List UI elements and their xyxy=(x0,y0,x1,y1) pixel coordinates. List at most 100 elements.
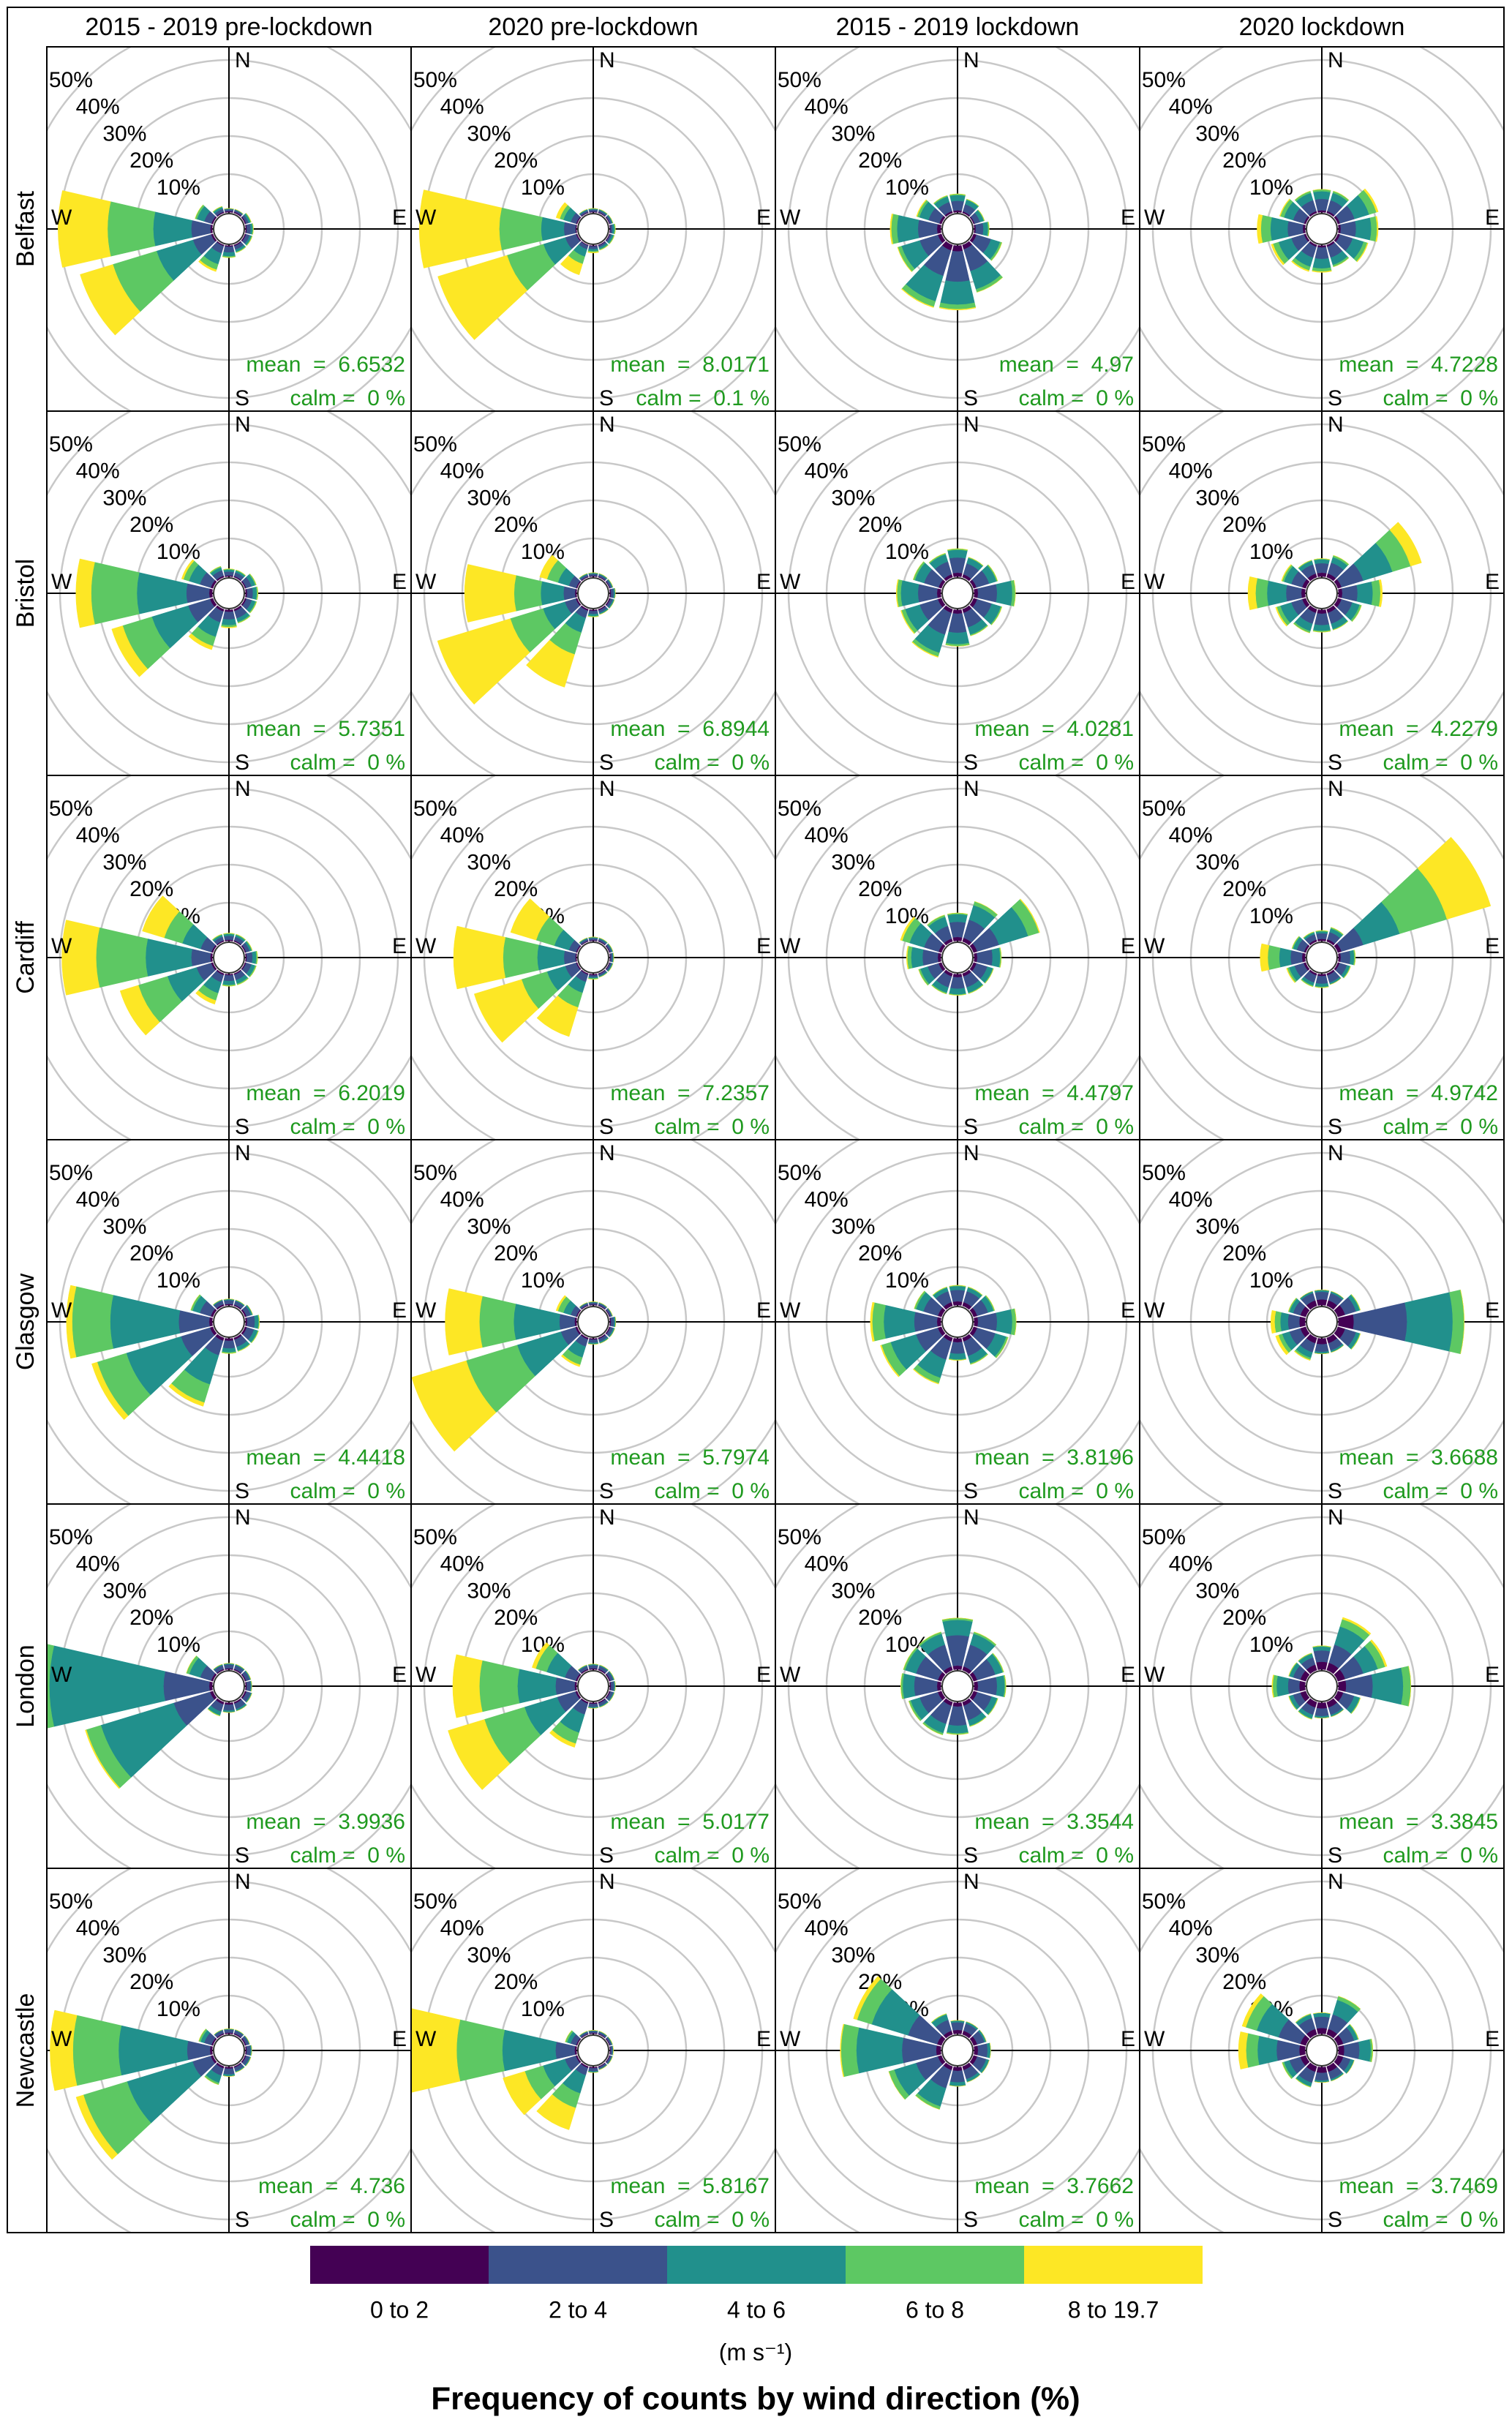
compass-label: N xyxy=(963,1505,979,1530)
wind-segment xyxy=(900,610,915,634)
compass-label: E xyxy=(756,206,771,230)
wind-segment xyxy=(952,1665,963,1670)
wind-segment xyxy=(949,2081,966,2087)
wind-segment xyxy=(168,1383,205,1407)
r-tick-label: 40% xyxy=(805,95,849,119)
wind-segment xyxy=(914,1312,938,1332)
wind-segment xyxy=(257,587,258,600)
calm-label: calm = 0 % xyxy=(654,1843,770,1868)
wind-segment xyxy=(1282,2062,1292,2079)
wind-segment xyxy=(975,222,984,236)
wind-segment xyxy=(555,202,568,219)
wind-segment xyxy=(1295,2078,1311,2088)
legend-unit: (m s⁻¹) xyxy=(719,2339,792,2365)
wind-segment xyxy=(610,1681,614,1691)
wind-segment xyxy=(974,1631,997,1645)
r-tick-label: 30% xyxy=(102,1214,146,1238)
r-tick-label: 40% xyxy=(440,459,484,484)
mean-label: mean = 4.9742 xyxy=(1339,1081,1498,1105)
r-tick-label: 30% xyxy=(102,1943,146,1967)
wind-segment xyxy=(912,1369,939,1385)
r-tick-label: 20% xyxy=(858,1606,902,1630)
r-tick-label: 30% xyxy=(1195,1943,1239,1967)
wind-segment xyxy=(1313,624,1331,631)
mean-label: mean = 5.8167 xyxy=(610,2174,770,2198)
wind-segment xyxy=(249,601,257,614)
r-tick-label: 20% xyxy=(1222,1970,1266,1994)
wind-segment xyxy=(947,549,968,559)
r-tick-label: 40% xyxy=(1169,1917,1213,1941)
wind-segment xyxy=(947,914,968,923)
wind-segment xyxy=(1315,975,1328,985)
wind-segment xyxy=(947,548,968,550)
wind-segment xyxy=(947,1724,968,1734)
wind-segment xyxy=(195,990,217,1005)
wind-segment xyxy=(588,978,598,980)
wind-segment xyxy=(952,974,963,978)
compass-label: S xyxy=(1328,2208,1342,2232)
compass-label: S xyxy=(599,2208,614,2232)
r-tick-label: 40% xyxy=(1169,824,1213,848)
wind-segment xyxy=(555,2042,576,2059)
wind-segment xyxy=(951,200,964,211)
wind-segment xyxy=(1342,584,1358,602)
wind-segment xyxy=(1286,968,1296,983)
compass-label: E xyxy=(756,934,771,958)
calm-circle xyxy=(577,1306,609,1338)
wind-segment xyxy=(222,1340,236,1349)
compass-label: W xyxy=(1144,206,1165,230)
wind-segment xyxy=(181,559,195,580)
wind-segment xyxy=(91,1361,129,1421)
wind-segment xyxy=(900,916,916,941)
wind-segment xyxy=(540,581,565,606)
r-tick-label: 10% xyxy=(1249,540,1293,564)
r-tick-label: 40% xyxy=(805,1188,849,1212)
wind-segment xyxy=(91,562,140,625)
wind-segment xyxy=(72,1286,114,1358)
wind-segment xyxy=(996,1309,1013,1335)
wind-segment xyxy=(85,1729,121,1789)
wind-segment xyxy=(947,912,968,914)
wind-segment xyxy=(1270,217,1289,241)
compass-label: S xyxy=(235,1115,249,1139)
wind-segment xyxy=(1271,244,1285,266)
wind-segment xyxy=(977,1312,998,1331)
wind-segment xyxy=(224,571,234,576)
compass-label: N xyxy=(1328,413,1344,437)
calm-circle xyxy=(941,1670,974,1702)
wind-segment xyxy=(223,246,235,253)
wind-segment xyxy=(222,252,236,257)
wind-segment xyxy=(437,618,530,705)
wind-segment xyxy=(1314,1707,1329,1717)
wind-segment xyxy=(208,1317,213,1327)
compass-label: E xyxy=(392,1663,407,1687)
wind-segment xyxy=(974,588,979,598)
legend-label: 0 to 2 xyxy=(370,2296,429,2323)
calm-circle xyxy=(213,1670,245,1702)
wind-segment xyxy=(1313,191,1331,200)
r-tick-label: 50% xyxy=(1142,68,1186,92)
r-tick-label: 20% xyxy=(129,877,173,901)
wind-segment xyxy=(996,580,1013,606)
wind-segment xyxy=(917,219,938,238)
wind-segment xyxy=(107,201,156,257)
r-tick-label: 30% xyxy=(102,1579,146,1603)
wind-segment xyxy=(191,220,211,238)
wind-segment xyxy=(922,949,939,966)
wind-segment xyxy=(136,572,188,614)
r-tick-label: 30% xyxy=(102,486,146,510)
r-tick-label: 30% xyxy=(1195,1579,1239,1603)
wind-segment xyxy=(579,2031,587,2036)
r-tick-label: 40% xyxy=(805,1917,849,1941)
compass-label: N xyxy=(963,48,979,72)
wind-segment xyxy=(448,1719,511,1790)
wind-segment xyxy=(968,985,984,994)
wind-segment xyxy=(96,927,148,988)
wind-segment xyxy=(840,2023,845,2078)
legend-swatch xyxy=(667,2246,846,2284)
mean-label: mean = 3.7662 xyxy=(974,2174,1134,2198)
compass-label: S xyxy=(235,1479,249,1503)
wind-segment xyxy=(1004,1675,1007,1697)
